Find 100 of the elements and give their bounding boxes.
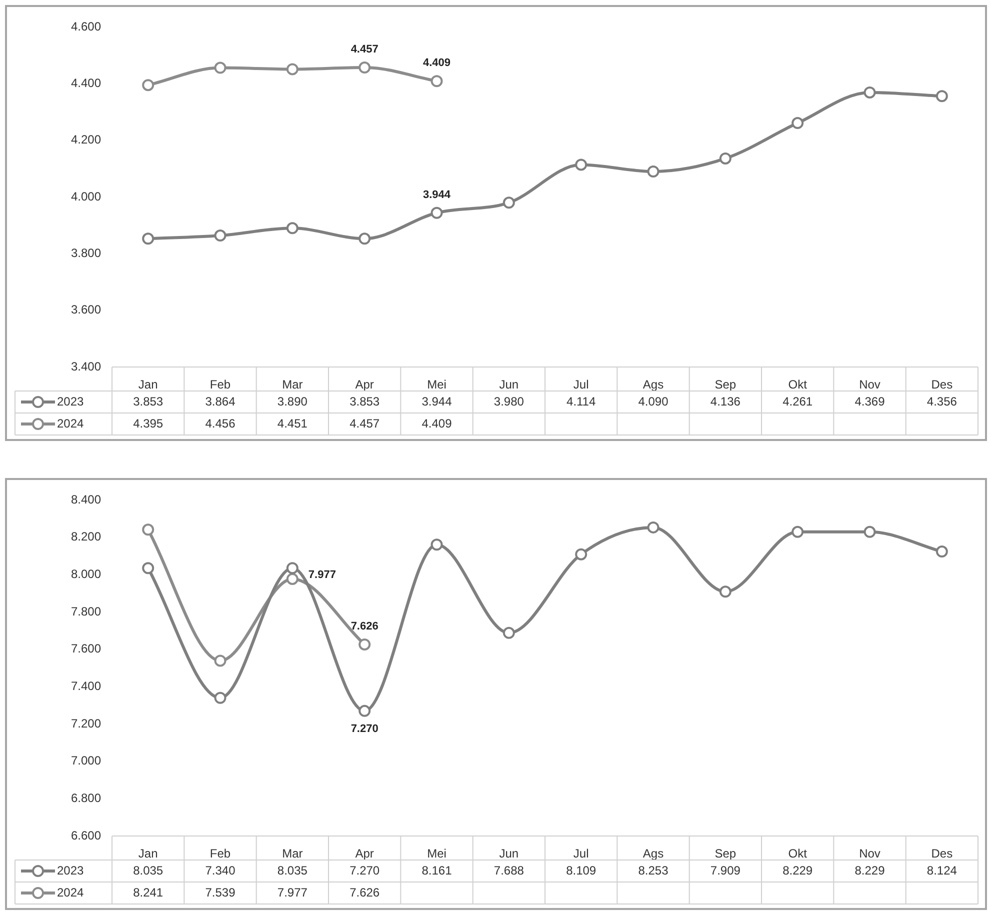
point xyxy=(214,230,226,242)
x-tick-label: Jan xyxy=(138,378,158,392)
point xyxy=(358,704,371,717)
x-tick-label: Feb xyxy=(210,846,231,861)
data-label: 3.890 xyxy=(277,394,308,408)
point xyxy=(214,654,226,667)
data-label: 4.451 xyxy=(277,416,308,430)
y-tick-label: 6.600 xyxy=(70,828,102,842)
point xyxy=(214,62,226,74)
y-tick-label: 6.800 xyxy=(70,790,102,805)
data-label: 8.035 xyxy=(277,863,308,878)
data-label: 3.980 xyxy=(494,394,524,408)
point xyxy=(430,206,443,219)
x-tick-label: Des xyxy=(931,846,953,861)
point xyxy=(142,524,154,536)
y-tick-label: 4.000 xyxy=(70,189,102,204)
y-tick-label: 8.200 xyxy=(70,530,102,544)
x-tick-label: Okt xyxy=(788,378,808,392)
x-tick-label: Sep xyxy=(714,846,736,861)
data-label: 4.456 xyxy=(205,416,236,430)
point xyxy=(358,62,371,74)
y-tick-label: 4.400 xyxy=(70,76,102,90)
point xyxy=(214,692,226,704)
data-label: 8.124 xyxy=(926,863,958,878)
data-label: 8.161 xyxy=(422,863,452,878)
data-label: 8.253 xyxy=(638,863,669,878)
y-tick-label: 4.200 xyxy=(70,132,102,147)
y-tick-label: 3.600 xyxy=(70,302,102,317)
point xyxy=(575,548,588,560)
point xyxy=(792,117,804,130)
y-tick-label: 3.800 xyxy=(70,246,102,260)
point xyxy=(502,626,515,639)
x-tick-label: Jul xyxy=(573,378,589,392)
data-label: 8.229 xyxy=(854,863,886,878)
point xyxy=(719,152,732,164)
x-tick-label: Jul xyxy=(573,846,589,861)
y-tick-label: 8.400 xyxy=(70,492,102,506)
y-tick-label: 7.000 xyxy=(70,754,102,768)
data-label: 7.270 xyxy=(350,863,380,878)
point xyxy=(575,158,588,171)
x-tick-label: Okt xyxy=(788,846,808,861)
data-label: 3.853 xyxy=(133,394,164,408)
data-label: 8.109 xyxy=(566,863,596,878)
legend-label: 2024 xyxy=(57,416,84,430)
y-tick-label: 8.000 xyxy=(70,566,102,581)
point xyxy=(358,638,371,650)
y-tick-label: 4.600 xyxy=(70,19,102,34)
point xyxy=(142,232,154,245)
data-label: 4.409 xyxy=(422,416,452,430)
x-tick-label: Apr xyxy=(355,378,374,392)
x-tick-label: Mar xyxy=(282,378,303,392)
data-label: 8.229 xyxy=(782,863,813,878)
data-label: 7.977 xyxy=(277,885,308,900)
annotation: 7.977 xyxy=(308,568,336,581)
point xyxy=(286,63,298,76)
legend-label: 2023 xyxy=(57,863,84,878)
point xyxy=(792,526,804,538)
point xyxy=(864,86,876,98)
data-label: 7.688 xyxy=(494,863,524,878)
data-label: 4.356 xyxy=(926,394,958,408)
x-tick-label: Apr xyxy=(355,846,374,861)
annotation: 4.457 xyxy=(350,44,378,56)
y-tick-label: 7.800 xyxy=(70,604,102,618)
x-tick-label: Mar xyxy=(282,846,303,861)
data-label: 7.626 xyxy=(350,885,380,900)
x-tick-label: Ags xyxy=(642,846,664,861)
x-tick-label: Jun xyxy=(499,846,519,861)
point xyxy=(286,222,298,234)
data-label: 3.864 xyxy=(205,394,236,408)
data-label: 3.944 xyxy=(422,394,452,408)
data-label: 7.909 xyxy=(710,863,741,878)
data-label: 4.261 xyxy=(782,394,813,408)
data-label: 8.241 xyxy=(133,885,164,900)
point xyxy=(719,586,732,598)
annotation: 7.626 xyxy=(350,620,378,633)
data-label: 4.114 xyxy=(566,394,596,408)
x-tick-label: Mei xyxy=(427,378,446,392)
data-label: 7.539 xyxy=(205,885,236,900)
point xyxy=(936,90,948,102)
data-label: 4.136 xyxy=(710,394,741,408)
data-label: 7.340 xyxy=(205,863,236,878)
data-label: 4.457 xyxy=(350,416,380,430)
point xyxy=(430,75,443,88)
annotation: 4.409 xyxy=(422,57,451,70)
data-label: 4.090 xyxy=(638,394,669,408)
point xyxy=(647,521,660,534)
point xyxy=(358,232,371,245)
data-label: 4.395 xyxy=(133,416,164,430)
x-tick-label: Ags xyxy=(642,378,664,392)
point xyxy=(286,572,298,585)
legend-label: 2024 xyxy=(57,885,84,900)
point xyxy=(430,538,443,551)
point xyxy=(936,546,948,558)
data-label: 3.853 xyxy=(350,394,380,408)
x-tick-label: Nov xyxy=(859,378,880,392)
data-label: 8.035 xyxy=(133,863,164,878)
point xyxy=(864,526,876,538)
point xyxy=(142,562,154,574)
x-tick-label: Mei xyxy=(427,846,446,861)
y-tick-label: 7.200 xyxy=(70,716,102,730)
